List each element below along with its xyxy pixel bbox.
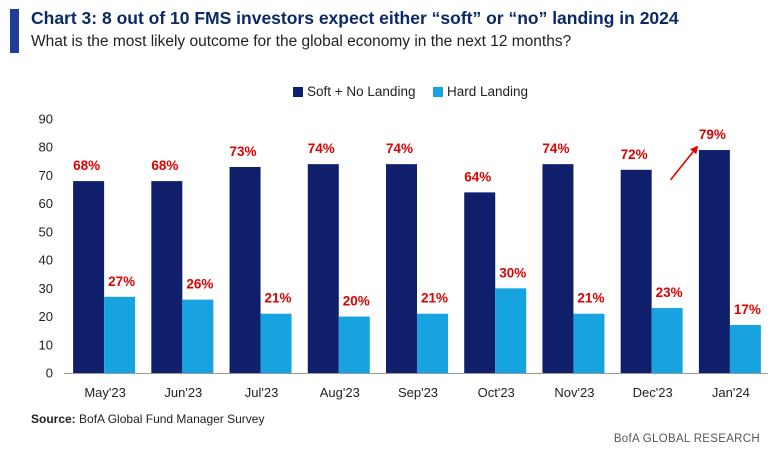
bar-soft-no-landing	[229, 166, 261, 373]
legend-label: Hard Landing	[447, 84, 528, 99]
source-label: Source:	[31, 412, 76, 426]
y-tick-label: 70	[39, 168, 53, 183]
data-label-soft-no-landing: 73%	[230, 144, 257, 159]
bar-soft-no-landing	[307, 164, 339, 373]
data-label-hard-landing: 23%	[656, 285, 683, 300]
chart-subtitle: What is the most likely outcome for the …	[31, 33, 572, 50]
data-label-soft-no-landing: 68%	[151, 158, 178, 173]
data-label-soft-no-landing: 64%	[464, 169, 491, 184]
legend-swatch	[293, 87, 303, 97]
x-tick-label: Aug'23	[320, 385, 360, 400]
chart-title: Chart 3: 8 out of 10 FMS investors expec…	[31, 8, 679, 28]
data-label-soft-no-landing: 68%	[73, 158, 100, 173]
data-label-hard-landing: 21%	[265, 291, 292, 306]
bar-chart: Soft + No Landing Hard Landing 0 10 20 30 40 5…	[39, 84, 768, 400]
x-tick-label: Nov'23	[554, 385, 594, 400]
bar-hard-landing	[729, 325, 761, 373]
bar-hard-landing	[338, 316, 370, 373]
legend-swatch	[433, 87, 443, 97]
bar-soft-no-landing	[620, 169, 652, 373]
trend-arrow	[670, 145, 699, 181]
data-label-soft-no-landing: 79%	[699, 127, 726, 142]
bar-soft-no-landing	[464, 192, 496, 373]
y-tick-label: 60	[39, 196, 53, 211]
data-label-hard-landing: 21%	[421, 291, 448, 306]
y-tick-label: 80	[39, 140, 53, 155]
legend-label: Soft + No Landing	[307, 84, 415, 99]
bar-soft-no-landing	[386, 164, 417, 373]
x-tick-label: Oct'23	[478, 385, 515, 400]
y-tick-label: 20	[39, 309, 53, 324]
y-tick-label: 50	[39, 224, 53, 239]
data-label-soft-no-landing: 72%	[621, 147, 648, 162]
bar-hard-landing	[495, 288, 527, 373]
source-note: Source: BofA Global Fund Manager Survey	[31, 412, 264, 426]
y-tick-label: 90	[39, 112, 53, 127]
x-tick-label: May'23	[84, 385, 126, 400]
x-tick-label: Sep'23	[398, 385, 438, 400]
bar-hard-landing	[104, 296, 136, 373]
y-tick-label: 30	[39, 281, 53, 296]
data-label-hard-landing: 30%	[499, 265, 526, 280]
data-label-hard-landing: 26%	[186, 277, 213, 292]
bar-hard-landing	[651, 308, 683, 373]
data-label-soft-no-landing: 74%	[542, 141, 569, 156]
data-label-hard-landing: 21%	[577, 291, 604, 306]
y-tick-label: 10	[39, 337, 53, 352]
data-label-soft-no-landing: 74%	[308, 141, 335, 156]
brand-footer: BofA GLOBAL RESEARCH	[613, 433, 760, 445]
x-axis: May'23 Jun'23 Jul'23 Aug'23 Sep'23 Oct'23 Nov'…	[64, 373, 768, 400]
title-accent-bar	[10, 9, 19, 53]
bar-soft-no-landing	[73, 181, 105, 373]
x-tick-label: Dec'23	[633, 385, 673, 400]
x-tick-label: Jan'24	[712, 385, 750, 400]
data-label-hard-landing: 17%	[734, 302, 761, 317]
bar-hard-landing	[182, 299, 214, 373]
chart-legend: Soft + No Landing Hard Landing	[293, 84, 528, 99]
source-text: BofA Global Fund Manager Survey	[79, 412, 265, 426]
bar-soft-no-landing	[542, 164, 574, 373]
bar-hard-landing	[260, 313, 292, 373]
data-label-soft-no-landing: 74%	[386, 141, 413, 156]
x-tick-label: Jun'23	[164, 385, 202, 400]
y-axis: 0 10 20 30 40 50 60 70 80 90	[39, 112, 53, 381]
data-label-hard-landing: 27%	[108, 274, 135, 289]
bar-series: 68% 27% 68% 26% 73% 21% 74% 20% 74% 21% 64% 30% 74% 2…	[73, 127, 761, 373]
data-label-hard-landing: 20%	[343, 294, 370, 309]
bar-hard-landing	[417, 313, 448, 373]
bar-hard-landing	[573, 313, 605, 373]
bar-soft-no-landing	[151, 181, 183, 373]
y-tick-label: 0	[46, 366, 53, 381]
y-tick-label: 40	[39, 253, 53, 268]
bar-soft-no-landing	[698, 150, 730, 373]
x-tick-label: Jul'23	[245, 385, 279, 400]
